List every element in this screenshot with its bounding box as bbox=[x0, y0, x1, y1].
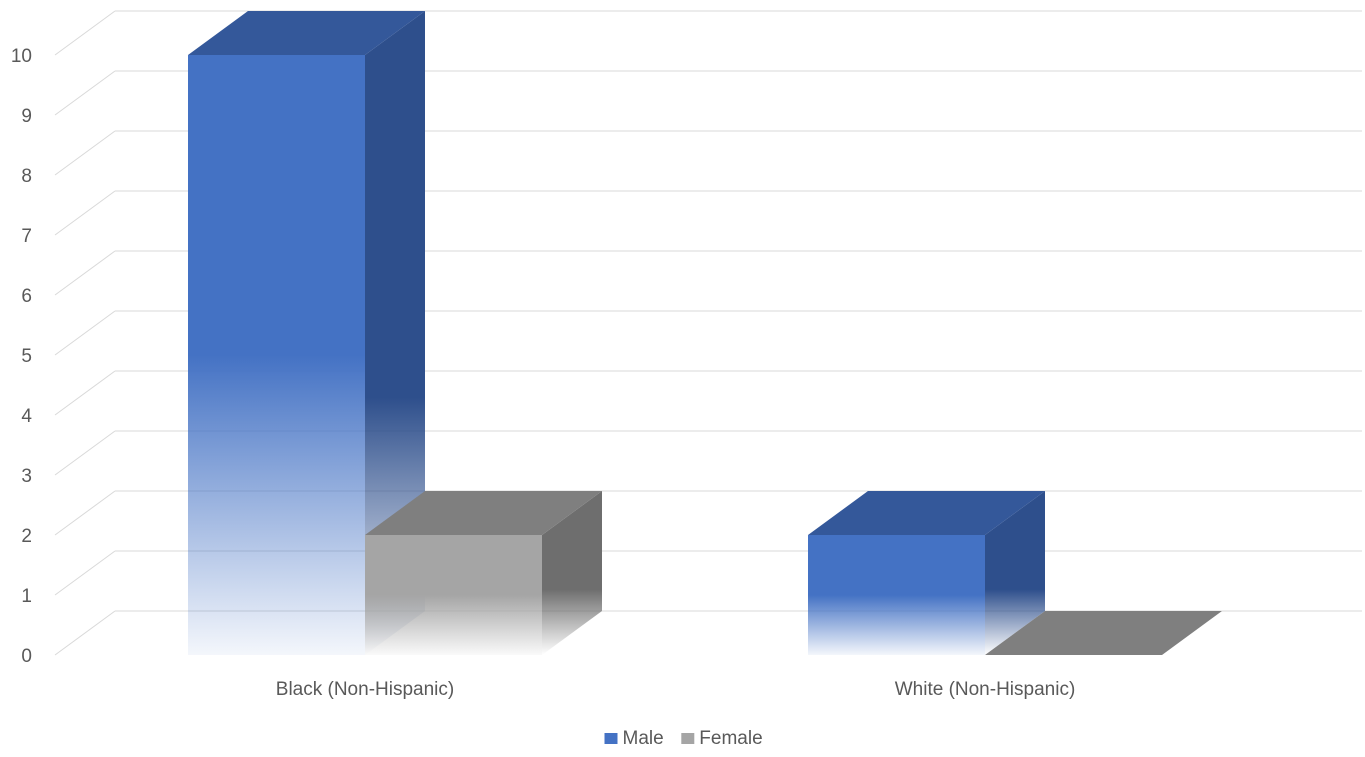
y-tick-label: 0 bbox=[21, 646, 32, 667]
gridline-depth bbox=[54, 550, 116, 596]
legend-item-female: Female bbox=[681, 728, 763, 749]
bar-male-white-non-hispanic-top bbox=[808, 491, 1045, 535]
gridline-depth bbox=[54, 70, 116, 116]
legend-label-female: Female bbox=[699, 728, 762, 749]
gridline-depth bbox=[54, 430, 116, 476]
bar-female-white-non-hispanic bbox=[985, 611, 1222, 655]
bar-male-black-non-hispanic-top bbox=[188, 11, 425, 55]
legend-item-male: Male bbox=[604, 728, 664, 749]
legend-swatch-female bbox=[681, 733, 695, 744]
bar-male-black-non-hispanic-front bbox=[188, 55, 365, 655]
gridline-depth bbox=[54, 610, 116, 656]
x-axis-category-labels: Black (Non-Hispanic) White (Non-Hispanic) bbox=[276, 679, 1076, 700]
y-tick-label: 6 bbox=[21, 286, 32, 307]
gridline-depth bbox=[54, 10, 116, 56]
bar-female-black-non-hispanic-side bbox=[542, 491, 602, 655]
x-category-label: Black (Non-Hispanic) bbox=[276, 679, 454, 700]
y-axis-tick-labels: 0 1 2 3 4 5 6 7 8 9 10 bbox=[11, 46, 33, 667]
bar-male-white-non-hispanic-front bbox=[808, 535, 985, 655]
gridline-depth bbox=[54, 190, 116, 236]
bars bbox=[188, 11, 1222, 655]
bar-female-black-non-hispanic bbox=[365, 491, 602, 655]
y-tick-label: 1 bbox=[21, 586, 32, 607]
gridline-depth bbox=[54, 490, 116, 536]
gridline-depth bbox=[54, 250, 116, 296]
x-category-label: White (Non-Hispanic) bbox=[895, 679, 1076, 700]
gridline-depth bbox=[54, 370, 116, 416]
legend-swatch-male bbox=[604, 733, 618, 744]
legend-label-male: Male bbox=[623, 728, 664, 749]
bar-female-black-non-hispanic-front bbox=[365, 535, 542, 655]
y-tick-label: 10 bbox=[11, 46, 32, 67]
y-tick-label: 7 bbox=[21, 226, 32, 247]
bar-male-white-non-hispanic-side bbox=[985, 491, 1045, 655]
gridline-depth bbox=[54, 130, 116, 176]
legend: Male Female bbox=[604, 728, 763, 749]
bar-male-white-non-hispanic bbox=[808, 491, 1045, 655]
y-tick-label: 3 bbox=[21, 466, 32, 487]
bar-male-black-non-hispanic bbox=[188, 11, 425, 655]
bar-female-black-non-hispanic-top bbox=[365, 491, 602, 535]
y-tick-label: 5 bbox=[21, 346, 32, 367]
y-tick-label: 8 bbox=[21, 166, 32, 187]
y-tick-label: 4 bbox=[21, 406, 32, 427]
bar-male-black-non-hispanic-side bbox=[365, 11, 425, 655]
y-tick-label: 2 bbox=[21, 526, 32, 547]
gridline-depth bbox=[54, 310, 116, 356]
bar-female-white-non-hispanic-top bbox=[985, 611, 1222, 655]
y-tick-label: 9 bbox=[21, 106, 32, 127]
